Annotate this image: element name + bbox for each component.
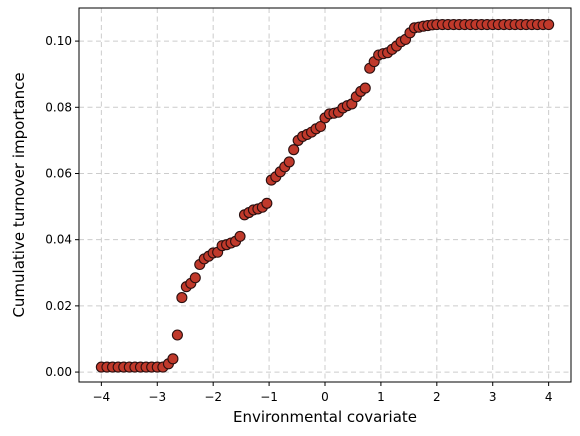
data-point: [189, 272, 201, 284]
grid: [79, 8, 571, 382]
data-point: [359, 82, 371, 94]
data-point: [288, 144, 300, 156]
x-tick-label: 2: [433, 390, 441, 404]
data-point: [234, 230, 246, 242]
data-point: [171, 329, 183, 341]
x-tick-label: 4: [545, 390, 553, 404]
x-tick-label: −4: [93, 390, 111, 404]
x-tick-label: 0: [321, 390, 329, 404]
x-tick-label: −2: [204, 390, 222, 404]
y-axis-label: Cumulative turnover importance: [10, 72, 28, 317]
x-axis-ticks: −4 −3 −2 −1 0 1 2 3 4: [93, 382, 553, 404]
data-point: [167, 353, 179, 365]
y-tick-label: 0.10: [45, 34, 72, 48]
data-point: [283, 156, 295, 168]
y-tick-label: 0.04: [45, 233, 72, 247]
data-points: [95, 18, 555, 373]
data-point: [261, 197, 273, 209]
x-tick-label: 1: [377, 390, 385, 404]
y-tick-label: 0.06: [45, 166, 72, 180]
y-tick-label: 0.08: [45, 100, 72, 114]
y-tick-label: 0.00: [45, 365, 72, 379]
data-point: [314, 120, 327, 133]
x-tick-label: −1: [260, 390, 278, 404]
x-axis-label: Environmental covariate: [233, 408, 417, 426]
x-tick-label: −3: [148, 390, 166, 404]
x-tick-label: 3: [489, 390, 497, 404]
y-tick-label: 0.02: [45, 299, 72, 313]
data-point: [543, 18, 555, 31]
data-point: [176, 292, 188, 304]
y-axis-ticks: 0.00 0.02 0.04 0.06 0.08 0.10: [45, 34, 79, 379]
